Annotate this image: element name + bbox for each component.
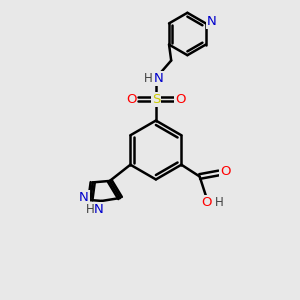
Text: H: H (144, 72, 153, 85)
Text: N: N (154, 72, 164, 85)
Text: O: O (176, 93, 186, 106)
Text: N: N (79, 191, 89, 204)
Text: O: O (220, 165, 230, 178)
Text: O: O (126, 93, 136, 106)
Text: S: S (152, 93, 160, 106)
Text: N: N (94, 203, 104, 216)
Text: N: N (207, 15, 217, 28)
Text: O: O (201, 196, 211, 209)
Text: H: H (215, 196, 224, 209)
Text: H: H (86, 203, 94, 216)
